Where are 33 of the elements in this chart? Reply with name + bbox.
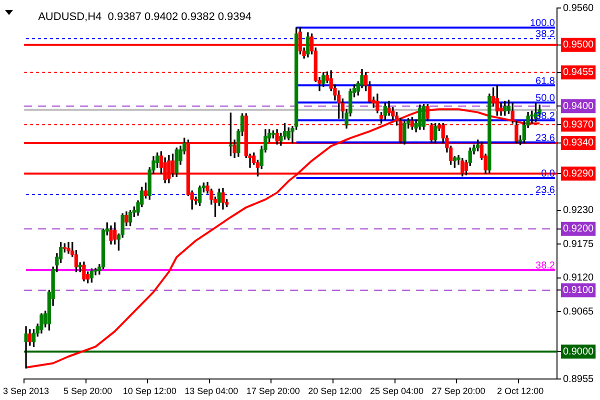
y-tick-label: 0.9500 [563,40,594,51]
y-tick-label: 0.9455 [563,67,594,78]
x-tick-label: 3 Sep 2013 [3,386,50,396]
series-label: 38.2 [536,29,556,40]
series-label: 23.6 [536,185,556,196]
x-tick-label: 5 Sep 20:00 [64,386,112,396]
series-label: 61.8 [536,76,556,87]
x-tick-label: 25 Sep 04:00 [370,386,424,396]
x-tick-label: 13 Sep 04:00 [184,386,238,396]
series-label: 23.6 [536,132,556,144]
x-tick-label: 2 Oct 12:00 [497,386,544,396]
y-tick-label: 0.9000 [563,346,594,358]
candlestick [24,326,28,368]
y-tick-label: 0.9230 [563,205,594,216]
y-tick-label: 0.9560 [563,2,594,14]
x-tick-label: 27 Sep 20:00 [432,386,486,396]
y-tick-label: 0.8955 [563,374,594,385]
y-tick-label: 0.9200 [563,224,594,235]
y-tick-label: 0.9120 [563,272,594,284]
x-tick-label: 20 Sep 12:00 [308,386,362,396]
x-tick-label: 10 Sep 12:00 [122,386,176,396]
series-label: 38.2 [536,260,556,272]
series-label: 50.0 [536,92,556,104]
y-tick-label: 0.9100 [563,284,594,296]
x-tick-label: 17 Sep 20:00 [246,386,300,396]
y-tick-label: 0.9065 [563,306,594,318]
y-tick-label: 0.9290 [563,168,594,180]
series-label: 100.0 [530,18,556,30]
y-tick-label: 0.9370 [563,119,594,130]
chart-title: AUDUSD,H4 0.9387 0.9402 0.9382 0.9394 [38,11,252,24]
y-tick-label: 0.9400 [563,100,594,112]
y-tick-label: 0.9340 [563,138,594,149]
y-tick-label: 0.9175 [563,238,594,250]
